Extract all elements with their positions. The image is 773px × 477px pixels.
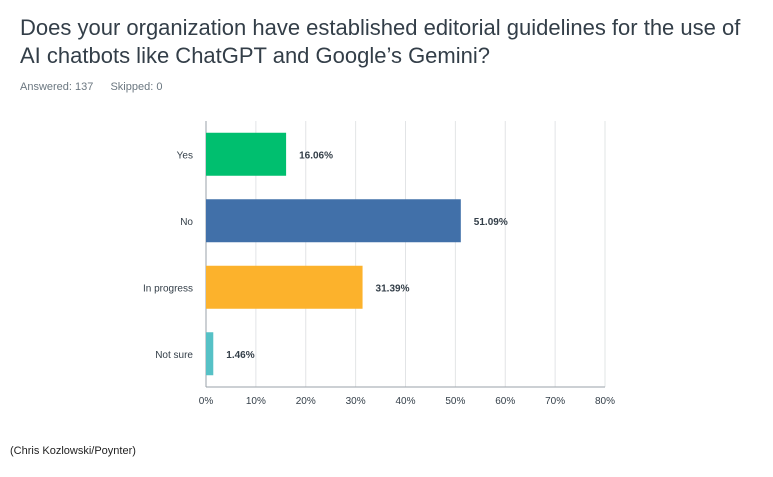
category-label: Not sure bbox=[155, 350, 193, 361]
bar-in-progress bbox=[206, 265, 363, 309]
survey-question: Does your organization have established … bbox=[20, 15, 741, 68]
photo-credit: (Chris Kozlowski/Poynter) bbox=[10, 445, 136, 457]
response-stats: Answered: 137 Skipped: 0 bbox=[20, 81, 176, 93]
category-label: In progress bbox=[143, 283, 193, 294]
value-label: 1.46% bbox=[226, 350, 254, 361]
bar-not-sure bbox=[206, 332, 214, 376]
x-tick-label: 40% bbox=[395, 396, 415, 407]
x-tick-label: 10% bbox=[246, 396, 266, 407]
value-label: 16.06% bbox=[299, 150, 333, 161]
bar-yes bbox=[206, 132, 287, 176]
x-tick-label: 80% bbox=[595, 396, 615, 407]
x-tick-label: 20% bbox=[296, 396, 316, 407]
value-label: 31.39% bbox=[376, 283, 410, 294]
value-label: 51.09% bbox=[474, 217, 508, 228]
category-label: No bbox=[180, 217, 193, 228]
x-tick-label: 0% bbox=[199, 396, 214, 407]
x-tick-label: 30% bbox=[346, 396, 366, 407]
x-tick-label: 70% bbox=[545, 396, 565, 407]
x-tick-label: 50% bbox=[445, 396, 465, 407]
skipped-count: Skipped: 0 bbox=[110, 81, 163, 93]
x-tick-label: 60% bbox=[495, 396, 515, 407]
bar-no bbox=[206, 199, 461, 243]
answered-count: Answered: 137 bbox=[20, 81, 94, 93]
category-label: Yes bbox=[177, 150, 193, 161]
